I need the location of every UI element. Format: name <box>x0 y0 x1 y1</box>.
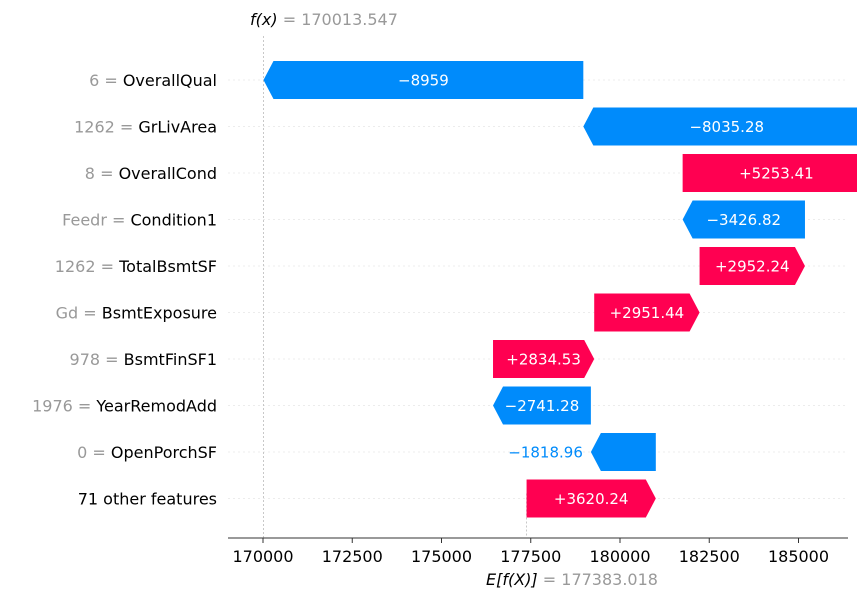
x-tick-label: 172500 <box>322 547 383 566</box>
feature-name: OpenPorchSF <box>111 443 217 462</box>
feature-value: 6 <box>89 71 99 90</box>
feature-equals: = <box>78 304 102 323</box>
feature-label: 8 = OverallCond <box>85 164 217 183</box>
x-tick-label: 185000 <box>768 547 829 566</box>
feature-label: Feedr = Condition1 <box>62 211 217 230</box>
x-tick-label: 182500 <box>679 547 740 566</box>
bar-value-label: −8035.28 <box>689 118 764 136</box>
x-tick-label: 180000 <box>589 547 650 566</box>
feature-value: Feedr <box>62 211 107 230</box>
fx-label: f(x) <box>250 10 278 29</box>
feature-label: 6 = OverallQual <box>89 71 217 90</box>
feature-value: 1262 <box>74 118 115 137</box>
bars-group: −8959 −8035.28 +5253.41 −3426.82 +2952.24 +29… <box>263 61 857 518</box>
x-tick-label: 170000 <box>232 547 293 566</box>
bar-value-label: +3620.24 <box>554 490 629 508</box>
feature-label: 1262 = TotalBsmtSF <box>55 257 217 276</box>
feature-value: 1976 <box>32 397 73 416</box>
feature-value: Gd <box>56 304 79 323</box>
feature-name: BsmtExposure <box>102 304 217 323</box>
feature-name: Condition1 <box>130 211 217 230</box>
bar-value-label: +2952.24 <box>715 258 790 276</box>
fx-eq: = <box>283 10 302 29</box>
feature-label: Gd = BsmtExposure <box>56 304 217 323</box>
feature-value: 8 <box>85 164 95 183</box>
efx-eq: = <box>543 570 562 589</box>
bar-value-label: −3426.82 <box>706 211 781 229</box>
feature-name: OverallQual <box>123 71 217 90</box>
feature-name: YearRemodAdd <box>95 397 217 416</box>
bar-value-label: +2834.53 <box>506 351 581 369</box>
bar-positive <box>699 247 805 285</box>
feature-equals: = <box>87 443 111 462</box>
feature-label: 71 other features <box>78 490 217 509</box>
bar-negative <box>590 433 656 471</box>
feature-label: 978 = BsmtFinSF1 <box>70 350 217 369</box>
efx-label: E[f(X)] <box>486 570 538 589</box>
feature-equals: = <box>107 211 131 230</box>
bar-positive <box>526 479 656 518</box>
fx-value: 170013.547 <box>301 10 398 29</box>
feature-value: 0 <box>77 443 87 462</box>
feature-label: 1262 = GrLivArea <box>74 118 217 137</box>
feature-name: GrLivArea <box>138 118 217 137</box>
bar-value-label: +2951.44 <box>610 304 685 322</box>
feature-label: 0 = OpenPorchSF <box>77 443 217 462</box>
bar-value-label: −2741.28 <box>505 397 580 415</box>
feature-name: 71 other features <box>78 490 217 509</box>
efx-value: 177383.018 <box>561 570 658 589</box>
bar-positive <box>493 340 595 378</box>
bar-negative <box>682 200 805 239</box>
feature-name: OverallCond <box>119 164 217 183</box>
feature-name: BsmtFinSF1 <box>124 350 217 369</box>
feature-equals: = <box>95 164 119 183</box>
bar-value-label: −8959 <box>398 72 449 90</box>
bar-value-label: −1818.96 <box>508 444 583 462</box>
feature-labels: 6 = OverallQual 1262 = GrLivArea 8 = Overa… <box>32 71 217 509</box>
feature-value: 978 <box>70 350 101 369</box>
bar-negative <box>583 107 857 146</box>
feature-equals: = <box>96 257 120 276</box>
feature-equals: = <box>73 397 97 416</box>
x-axis-ticks: 170000 172500 175000 177500 180000 182500 1850… <box>232 538 829 566</box>
bar-positive <box>594 293 700 332</box>
x-tick-label: 177500 <box>500 547 561 566</box>
feature-equals: = <box>99 71 123 90</box>
x-tick-label: 175000 <box>411 547 472 566</box>
bar-negative <box>493 386 591 425</box>
fx-annotation: f(x) = 170013.547 <box>250 10 398 29</box>
feature-equals: = <box>115 118 139 137</box>
bar-negative <box>263 61 584 99</box>
efx-annotation: E[f(X)] = 177383.018 <box>486 570 658 589</box>
feature-equals: = <box>100 350 124 369</box>
feature-value: 1262 <box>55 257 96 276</box>
bar-positive <box>682 154 857 192</box>
bar-value-label: +5253.41 <box>739 165 814 183</box>
feature-name: TotalBsmtSF <box>118 257 217 276</box>
feature-label: 1976 = YearRemodAdd <box>32 397 217 416</box>
